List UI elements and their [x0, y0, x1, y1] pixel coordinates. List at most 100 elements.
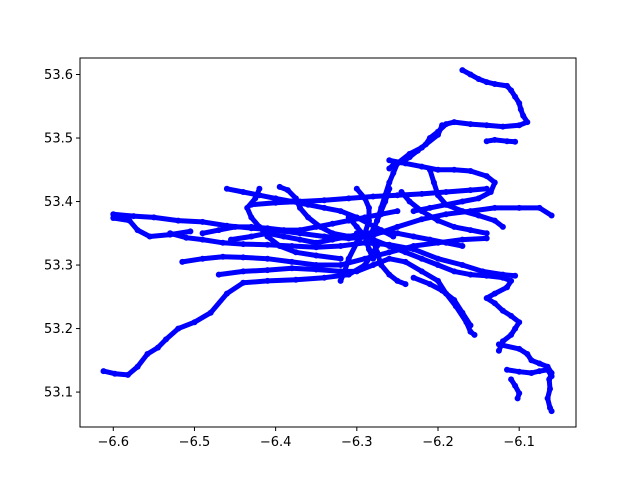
data-point [443, 189, 450, 195]
data-point [111, 370, 118, 377]
y-tick-label: 53.1 [44, 386, 73, 401]
y-axis-ticks: 53.1 53.2 53.3 53.4 53.5 53.6 [44, 68, 80, 401]
data-point [483, 185, 490, 192]
data-point [430, 179, 437, 186]
data-point [370, 193, 377, 200]
data-point [183, 234, 190, 241]
data-point [353, 268, 360, 275]
data-point [126, 217, 133, 224]
data-point [248, 214, 255, 221]
data-point [467, 168, 474, 174]
data-point [459, 236, 466, 243]
data-point [418, 268, 425, 275]
data-point [321, 197, 328, 204]
data-point [321, 204, 328, 211]
data-point [313, 266, 320, 273]
data-point [475, 195, 482, 202]
data-point [418, 144, 425, 151]
data-point [471, 331, 478, 338]
data-point [199, 236, 206, 243]
x-tick-label: −6.2 [422, 435, 454, 450]
y-tick-label: 53.6 [44, 68, 73, 83]
data-point [366, 246, 372, 253]
data-point [459, 208, 466, 215]
data-point [426, 281, 433, 288]
data-point [524, 351, 531, 357]
data-point [305, 214, 312, 221]
data-point [394, 277, 401, 284]
data-point [337, 208, 344, 215]
data-point [483, 79, 490, 86]
data-point [386, 179, 393, 186]
data-point [199, 255, 206, 262]
data-point [451, 166, 458, 173]
data-point [483, 272, 490, 279]
data-point [547, 385, 553, 392]
data-point [256, 185, 263, 192]
data-point [524, 119, 531, 126]
data-point [435, 217, 441, 224]
data-point [345, 195, 352, 202]
data-point [483, 235, 490, 242]
data-point [297, 204, 303, 211]
data-point [366, 204, 372, 211]
data-point [483, 138, 490, 145]
data-point [179, 258, 186, 265]
data-point [451, 297, 458, 303]
data-point [528, 357, 535, 364]
axes-frame [79, 57, 577, 428]
data-point [499, 307, 506, 314]
data-point [292, 276, 299, 283]
data-point [394, 208, 401, 215]
data-point [475, 212, 482, 219]
data-point [491, 217, 498, 224]
data-point [491, 300, 498, 307]
data-point [337, 277, 344, 284]
data-point [378, 204, 385, 211]
data-point [418, 163, 425, 170]
data-point [386, 243, 393, 249]
data-point [264, 225, 271, 232]
data-point [467, 227, 474, 234]
data-point [495, 347, 502, 354]
data-point [146, 233, 153, 240]
data-point [467, 187, 474, 194]
data-point [353, 185, 360, 192]
data-point [504, 366, 510, 373]
data-point [548, 373, 555, 380]
data-point [280, 227, 287, 234]
data-point [483, 122, 490, 129]
data-point [386, 249, 393, 256]
data-point [467, 71, 474, 78]
data-point [443, 211, 450, 218]
data-point [240, 279, 247, 286]
x-tick-label: −6.4 [260, 435, 292, 450]
data-point [284, 187, 291, 194]
data-point [386, 165, 393, 172]
data-point [386, 255, 393, 262]
data-point [199, 230, 206, 237]
data-point [459, 262, 466, 268]
data-point [370, 236, 377, 243]
series-track-13 [374, 122, 445, 224]
data-point [374, 249, 381, 256]
data-point [512, 138, 519, 145]
data-point [272, 195, 279, 202]
data-point [410, 233, 417, 240]
data-point [187, 228, 194, 235]
data-point [483, 230, 490, 237]
data-point [402, 281, 409, 288]
data-point [337, 255, 344, 262]
data-point [215, 227, 222, 234]
data-point [313, 223, 320, 230]
data-point [167, 230, 174, 237]
data-point [329, 236, 336, 243]
data-point [272, 199, 279, 206]
data-point [264, 255, 271, 262]
data-point [517, 106, 524, 113]
data-point [491, 81, 498, 87]
data-point [499, 274, 506, 281]
data-point [329, 220, 336, 227]
data-point [459, 243, 466, 249]
